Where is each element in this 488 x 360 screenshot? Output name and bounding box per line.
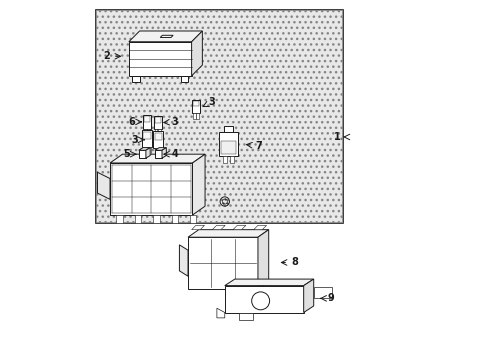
Bar bbox=[116, 215, 122, 223]
Bar bbox=[192, 100, 200, 113]
Bar bbox=[142, 115, 151, 129]
Bar bbox=[196, 113, 199, 119]
Bar bbox=[155, 130, 157, 135]
Polygon shape bbox=[128, 31, 202, 42]
Bar bbox=[132, 76, 139, 82]
Bar bbox=[229, 156, 234, 163]
Bar bbox=[142, 130, 152, 147]
Bar bbox=[96, 10, 343, 223]
Bar bbox=[190, 215, 196, 223]
Bar bbox=[144, 129, 146, 134]
Polygon shape bbox=[191, 31, 202, 76]
Bar bbox=[171, 215, 178, 223]
Bar bbox=[143, 132, 150, 139]
Bar bbox=[155, 150, 162, 158]
Polygon shape bbox=[110, 163, 192, 215]
Polygon shape bbox=[160, 35, 173, 37]
Polygon shape bbox=[179, 245, 187, 276]
Bar bbox=[155, 133, 162, 140]
Polygon shape bbox=[187, 237, 258, 289]
Bar bbox=[153, 215, 160, 223]
Bar bbox=[222, 156, 226, 163]
Polygon shape bbox=[217, 308, 224, 318]
Polygon shape bbox=[239, 312, 253, 320]
Bar bbox=[153, 131, 163, 148]
Bar bbox=[128, 42, 191, 76]
Bar bbox=[96, 10, 343, 223]
Polygon shape bbox=[258, 230, 268, 289]
Bar bbox=[181, 76, 187, 82]
Bar bbox=[155, 148, 158, 155]
Bar bbox=[158, 130, 160, 135]
Polygon shape bbox=[162, 148, 166, 158]
Polygon shape bbox=[139, 148, 150, 150]
Bar bbox=[193, 101, 199, 107]
Polygon shape bbox=[155, 148, 166, 150]
Polygon shape bbox=[313, 287, 331, 298]
Polygon shape bbox=[145, 148, 150, 158]
Bar bbox=[139, 150, 145, 158]
Bar bbox=[144, 116, 149, 122]
Polygon shape bbox=[192, 154, 204, 215]
Polygon shape bbox=[212, 225, 225, 230]
Text: 5: 5 bbox=[122, 149, 129, 159]
Bar bbox=[155, 117, 160, 123]
Polygon shape bbox=[191, 225, 204, 230]
Bar bbox=[143, 147, 146, 154]
Text: 3: 3 bbox=[171, 117, 178, 127]
Polygon shape bbox=[232, 225, 245, 230]
Bar bbox=[147, 147, 150, 154]
Polygon shape bbox=[253, 225, 266, 230]
Bar bbox=[219, 132, 237, 156]
Polygon shape bbox=[303, 279, 313, 312]
Text: 7: 7 bbox=[255, 141, 262, 151]
Polygon shape bbox=[187, 230, 268, 237]
Bar bbox=[193, 113, 195, 119]
Polygon shape bbox=[110, 154, 204, 163]
Bar bbox=[221, 141, 235, 154]
Text: 9: 9 bbox=[326, 293, 333, 303]
Bar bbox=[147, 129, 149, 134]
Bar bbox=[135, 215, 141, 223]
Bar bbox=[159, 148, 162, 155]
Text: 8: 8 bbox=[291, 257, 298, 267]
Bar bbox=[153, 116, 162, 130]
Polygon shape bbox=[224, 285, 303, 312]
Text: 3: 3 bbox=[208, 97, 215, 107]
Polygon shape bbox=[97, 172, 110, 199]
Text: 1: 1 bbox=[334, 132, 341, 142]
Text: 6: 6 bbox=[128, 117, 135, 127]
Text: 4: 4 bbox=[171, 149, 178, 159]
Polygon shape bbox=[224, 279, 313, 285]
Text: 3: 3 bbox=[131, 135, 138, 145]
Bar bbox=[224, 126, 232, 132]
Text: 2: 2 bbox=[103, 51, 110, 61]
